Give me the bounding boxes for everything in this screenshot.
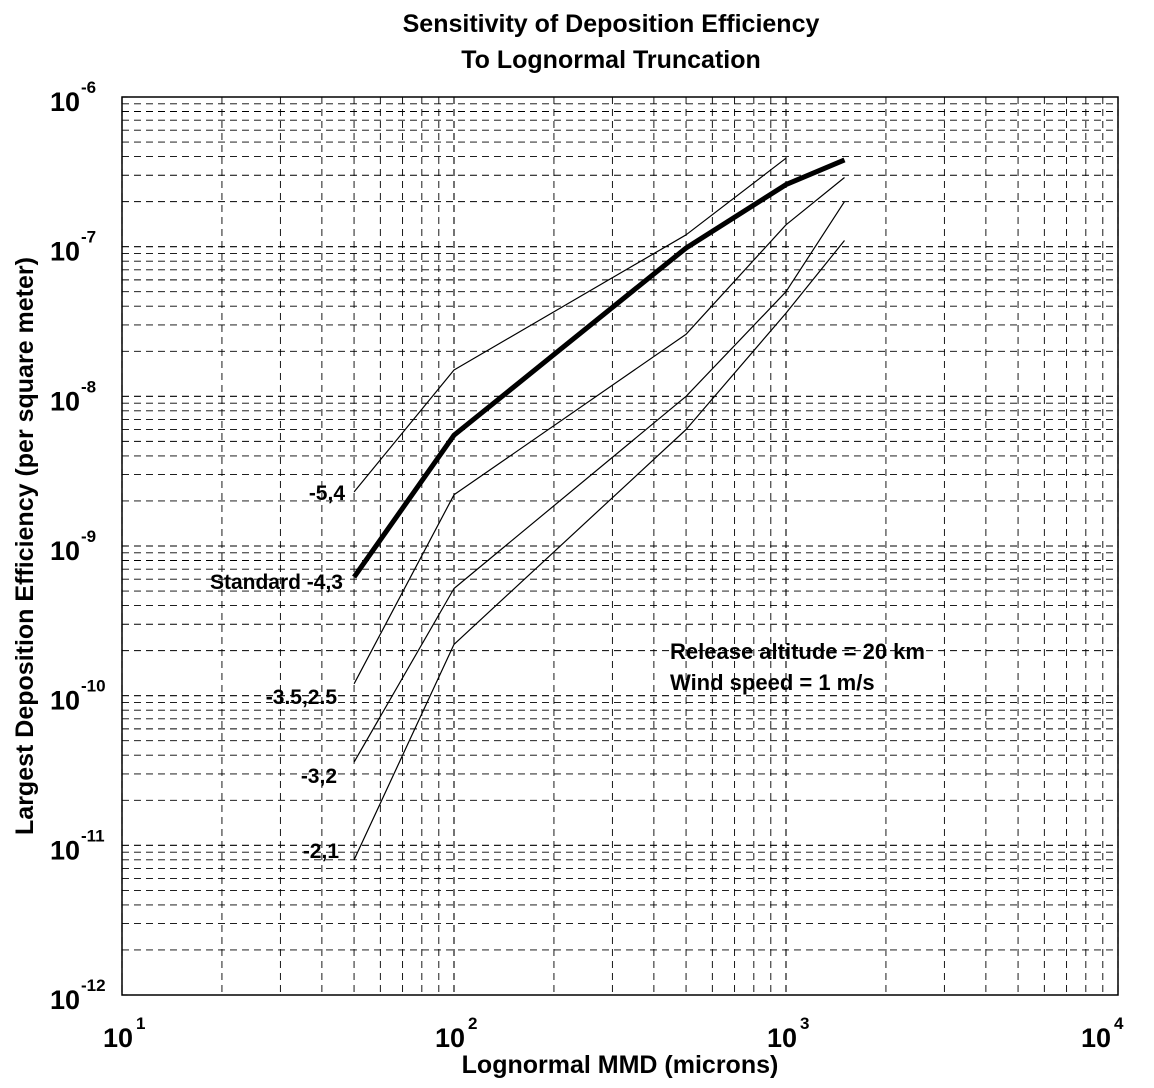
- series-label-minus3-2: -3,2: [301, 765, 337, 788]
- y-tick-exponent: -9: [81, 527, 96, 546]
- series-label-minus3-5-2-5: -3.5,2.5: [266, 686, 338, 709]
- x-tick-label: 10: [103, 1023, 133, 1053]
- y-tick-exponent: -10: [81, 677, 106, 696]
- x-tick-exponent: 1: [136, 1014, 145, 1033]
- y-axis-label: Largest Deposition Efficiency (per squar…: [11, 257, 39, 835]
- x-tick-exponent: 4: [1114, 1014, 1124, 1033]
- series-label-minus2-1: -2,1: [303, 840, 340, 863]
- chart-title: Sensitivity of Deposition Efficiency: [403, 10, 820, 38]
- x-axis-label: Lognormal MMD (microns): [462, 1051, 779, 1079]
- y-tick-label: 10: [50, 87, 80, 117]
- y-tick-label: 10: [50, 835, 80, 865]
- annotation-release-altitude: Release altitude = 20 km: [670, 639, 925, 664]
- y-tick-exponent: -12: [81, 976, 106, 995]
- y-tick-label: 10: [50, 386, 80, 416]
- y-tick-exponent: -6: [81, 78, 96, 97]
- series-lines: [352, 157, 846, 861]
- x-tick-label: 10: [767, 1023, 797, 1053]
- plot-frame: [121, 96, 1119, 996]
- y-tick-exponent: -7: [81, 228, 96, 247]
- y-tick-exponent: -8: [81, 377, 96, 396]
- x-tick-labels: 10 1 10 2 10 3 10 4: [103, 1014, 1124, 1053]
- plot-grid: [121, 96, 1119, 996]
- series-label-standard: Standard -4,3: [210, 571, 343, 594]
- series-line-3: [353, 201, 846, 763]
- x-tick-exponent: 2: [468, 1014, 477, 1033]
- series-line-2: [353, 177, 845, 685]
- series-line-0: [353, 157, 787, 493]
- y-tick-label: 10: [50, 237, 80, 267]
- y-tick-label: 10: [50, 536, 80, 566]
- annotation-wind-speed: Wind speed = 1 m/s: [670, 670, 875, 695]
- series-line-4: [353, 240, 845, 861]
- x-tick-exponent: 3: [800, 1014, 809, 1033]
- y-tick-label: 10: [50, 686, 80, 716]
- series-line-standard: [352, 157, 846, 579]
- x-tick-label: 10: [435, 1023, 465, 1053]
- series-label-minus5-4: -5,4: [309, 482, 346, 505]
- x-tick-label: 10: [1081, 1023, 1111, 1053]
- y-tick-exponent: -11: [81, 826, 105, 845]
- y-tick-label: 10: [50, 985, 80, 1015]
- chart-subtitle: To Lognormal Truncation: [461, 46, 761, 74]
